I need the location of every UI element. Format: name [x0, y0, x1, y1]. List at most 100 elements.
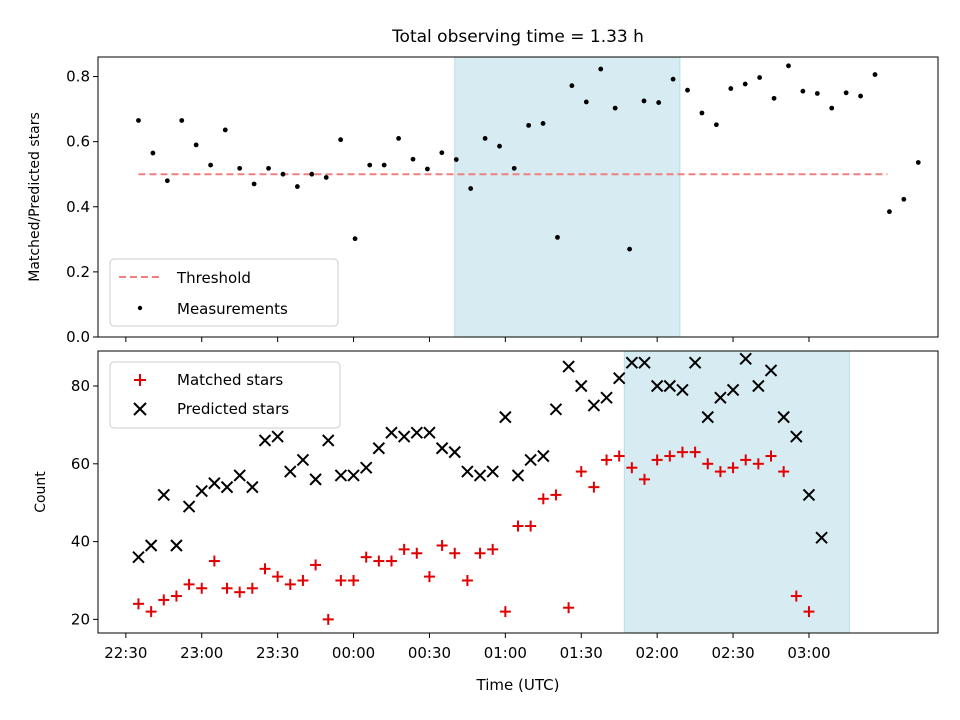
- predicted-star-marker: [322, 434, 335, 447]
- bottom-y-tick-label: 20: [71, 610, 90, 628]
- measurements-legend-label: Measurements: [177, 300, 288, 318]
- predicted-star-marker-b: [663, 379, 677, 393]
- measurement-point: [800, 88, 806, 94]
- predicted-star-marker-b: [397, 430, 411, 443]
- measurement-point: [858, 93, 863, 99]
- measurement-point: [771, 95, 777, 101]
- matched-star-marker: [373, 555, 385, 567]
- measurement-point: [540, 121, 546, 126]
- measurement-points: [136, 63, 921, 252]
- predicted-star-marker: [575, 379, 588, 393]
- predicted-star-marker-b: [195, 484, 208, 498]
- predicted-star-marker-b: [473, 469, 487, 482]
- predicted-star-marker: [448, 445, 461, 459]
- predicted-star-marker: [132, 550, 145, 564]
- predicted-star-marker-b: [562, 360, 575, 373]
- predicted-star-marker: [688, 356, 702, 369]
- predicted-star-marker-b: [271, 430, 284, 443]
- predicted-star-marker-b: [157, 488, 170, 502]
- predicted-star-marker-b: [309, 473, 322, 486]
- matched-star-marker: [436, 539, 448, 551]
- predicted-star-marker-b: [739, 352, 752, 365]
- predicted-star-marker: [726, 383, 740, 397]
- predicted-star-marker: [549, 403, 563, 416]
- predicted-star-marker: [714, 391, 727, 404]
- predicted-star-marker-b: [764, 364, 778, 377]
- matched-star-marker: [752, 458, 764, 470]
- matched-star-marker: [234, 586, 246, 598]
- matched-star-marker: [385, 555, 397, 567]
- predicted-star-marker: [790, 430, 803, 443]
- predicted-star-marker: [802, 488, 816, 502]
- measurement-point: [396, 135, 401, 141]
- measurement-point: [656, 100, 662, 105]
- measurement-point: [136, 118, 141, 123]
- threshold-legend-label: Threshold: [176, 269, 251, 287]
- bottom-x-tick-label: 02:00: [636, 644, 679, 662]
- predicted-star-marker-b: [296, 453, 310, 467]
- predicted-stars-legend-swatch: [133, 402, 147, 416]
- measurement-point: [338, 137, 344, 143]
- predicted-star-marker-b: [486, 465, 499, 478]
- predicted-star-marker-b: [499, 410, 512, 424]
- matched-star-marker: [537, 493, 549, 505]
- top-y-tick-label: 0.0: [66, 328, 90, 346]
- matched-star-marker: [563, 602, 575, 614]
- matched-star-marker: [512, 520, 524, 532]
- measurement-point: [526, 122, 532, 128]
- predicted-star-marker-b: [385, 426, 398, 439]
- predicted-star-marker-b: [284, 465, 297, 478]
- top-panel: 0.0 0.2 0.4 0.6 0.8 Total observing time = 1…: [27, 27, 939, 346]
- matched-star-marker: [626, 462, 638, 474]
- measurement-point: [670, 76, 676, 82]
- measurement-point: [193, 142, 199, 148]
- predicted-star-marker: [524, 453, 537, 467]
- predicted-star-marker: [815, 531, 828, 544]
- top-legend: Threshold Measurements: [109, 258, 339, 327]
- predicted-star-marker-b: [511, 469, 525, 482]
- bottom-x-tick-label: 01:30: [560, 644, 603, 662]
- top-y-tick-label: 0.2: [66, 263, 90, 281]
- predicted-star-marker-b: [410, 426, 424, 439]
- predicted-star-marker-b: [322, 434, 335, 447]
- bottom-panel: 20 40 60 80 22:30 23:00 23:30 00:00 00:30 01:00 0…: [33, 350, 939, 694]
- predicted-star-marker: [435, 442, 449, 455]
- matched-star-marker: [727, 462, 739, 474]
- predicted-star-marker-b: [423, 426, 436, 439]
- matched-star-marker: [664, 450, 676, 462]
- measurement-point: [511, 165, 517, 171]
- matched-star-marker: [449, 547, 461, 559]
- measurement-point: [915, 160, 921, 165]
- predicted-star-marker-b: [170, 539, 183, 552]
- predicted-star-marker: [157, 488, 170, 502]
- matched-star-marker: [348, 574, 360, 586]
- matched-star-marker: [398, 543, 410, 555]
- predicted-star-marker-b: [208, 477, 221, 490]
- bottom-x-tick-label: 23:30: [256, 644, 299, 662]
- predicted-star-marker: [764, 364, 778, 377]
- predicted-star-marker: [562, 360, 575, 373]
- predicted-star-marker: [347, 469, 360, 482]
- bottom-x-tick-label: 22:30: [104, 644, 147, 662]
- predicted-star-marker: [663, 379, 677, 393]
- measurement-point: [294, 184, 300, 189]
- predicted-star-marker-b: [220, 480, 234, 494]
- top-plot-frame: [97, 56, 939, 338]
- bottom-x-tick-label: 01:00: [484, 644, 527, 662]
- predicted-star-marker: [233, 469, 246, 482]
- top-y-tick-label: 0.8: [66, 68, 90, 86]
- predicted-star-marker: [638, 356, 651, 369]
- predicted-star-marker-b: [549, 403, 563, 416]
- matched-star-marker: [689, 446, 701, 458]
- predicted-star-marker: [461, 465, 474, 478]
- predicted-star-marker: [284, 465, 297, 478]
- measurement-point: [583, 99, 589, 105]
- predicted-star-marker-b: [334, 469, 348, 482]
- measurement-point: [627, 246, 632, 252]
- predicted-star-marker-b: [524, 453, 537, 467]
- predicted-star-marker: [499, 410, 512, 424]
- bottom-x-axis: 22:30 23:00 23:30 00:00 00:30 01:00 01:30 02:00…: [104, 633, 831, 662]
- predicted-star-marker: [777, 410, 790, 424]
- measurement-point: [872, 72, 878, 77]
- matched-star-marker: [272, 571, 284, 583]
